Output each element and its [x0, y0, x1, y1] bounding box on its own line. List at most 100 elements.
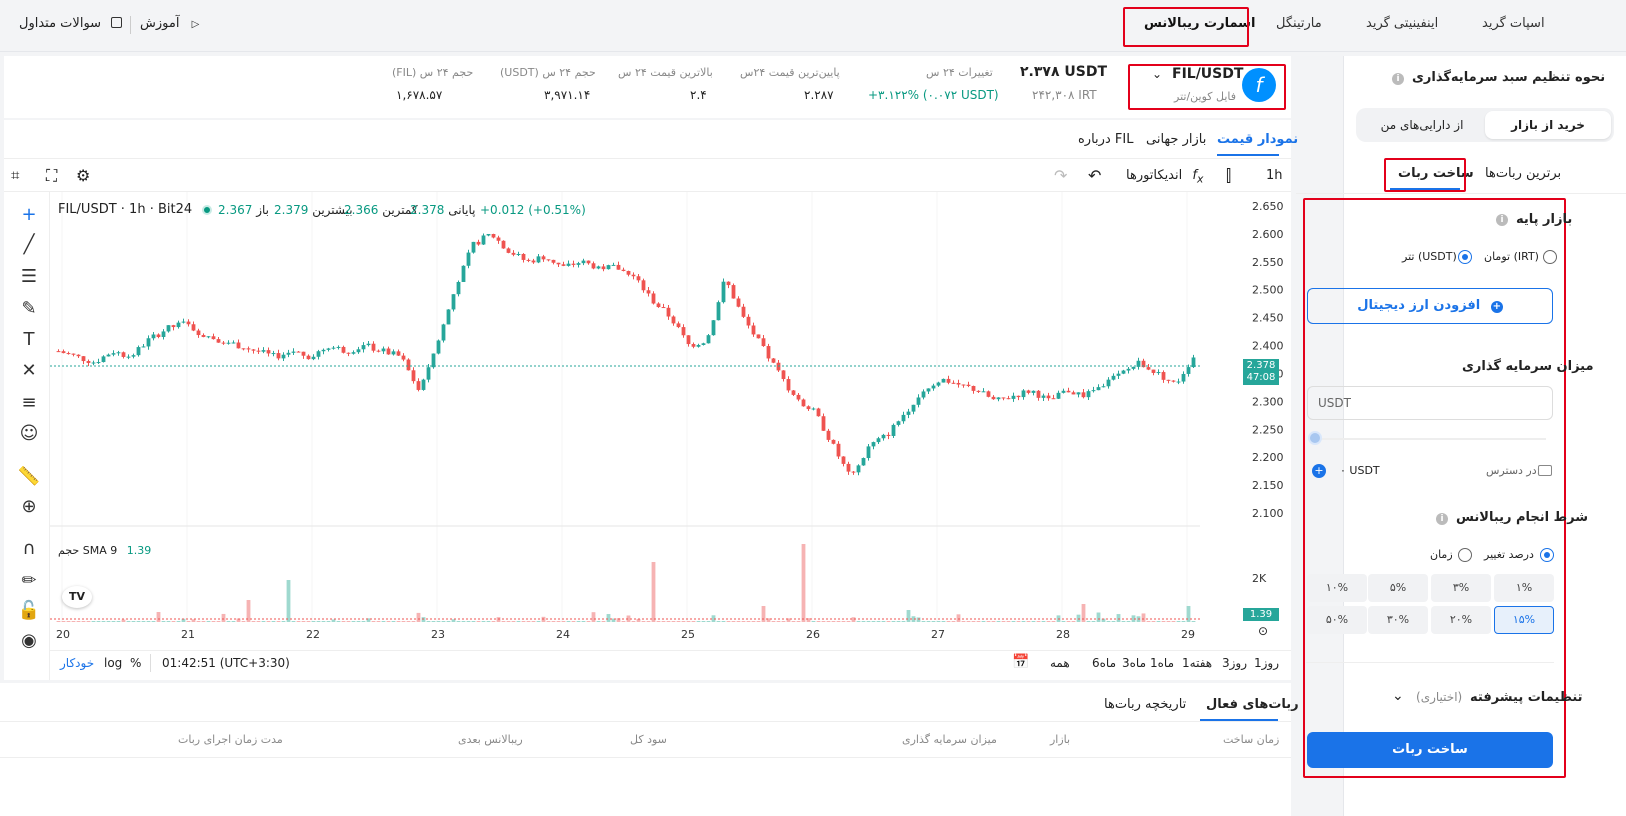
pattern-icon[interactable]: ✕ — [21, 360, 37, 381]
axis-settings-icon[interactable]: ⊙ — [1258, 624, 1269, 638]
volume-sma-label: SMA 9 — [82, 544, 118, 557]
price-chart-canvas[interactable]: 2.6502.6002.5502.5002.4502.4002.3502.300… — [50, 192, 1291, 680]
candle — [541, 256, 546, 260]
percent-option-2[interactable]: ۵% — [1368, 574, 1428, 602]
faq-link[interactable]: سوالات متداول — [19, 16, 123, 31]
tab-price-chart[interactable]: نمودار قیمت — [1217, 132, 1299, 147]
percent-toggle[interactable]: % — [130, 656, 142, 670]
pair-name[interactable]: FIL/USDT — [1172, 66, 1244, 82]
volume-bar — [391, 621, 396, 622]
eye-icon[interactable]: ◉ — [21, 630, 37, 651]
tab-about-fil[interactable]: درباره FIL — [1078, 132, 1134, 147]
brush-icon[interactable]: ✎ — [21, 298, 37, 319]
magnet-icon[interactable]: ∩ — [22, 538, 36, 559]
volume-bar — [981, 621, 986, 622]
tab-active-bots[interactable]: ربات‌های فعال — [1206, 697, 1299, 712]
lock-drawing-icon[interactable]: ✏ — [21, 570, 37, 591]
invest-slider-handle[interactable] — [1308, 431, 1322, 445]
stat-label-vol-usdt: حجم ۲۴ س (USDT) — [500, 66, 596, 79]
seg-buy-market[interactable]: خرید از بازار — [1485, 111, 1611, 139]
volume-bar — [1166, 621, 1171, 622]
range-5[interactable]: 6ماه — [1092, 656, 1117, 670]
range-0[interactable]: 1روز — [1254, 656, 1280, 670]
tab-martingale[interactable]: مارتینگل — [1276, 16, 1322, 31]
percent-option-6[interactable]: ۳۰% — [1368, 606, 1428, 634]
deposit-plus-icon[interactable]: + — [1312, 464, 1326, 478]
candle — [456, 281, 461, 295]
undo-icon[interactable]: ↶ — [1088, 166, 1102, 185]
radio-usdt[interactable] — [1458, 250, 1472, 264]
seg-from-assets[interactable]: از دارایی‌های من — [1380, 118, 1464, 132]
volume-bar — [691, 621, 696, 622]
base-market-info-icon[interactable]: i — [1496, 214, 1508, 226]
tab-bots-history[interactable]: تاریخچه ربات‌ها — [1104, 697, 1187, 712]
tab-smart-rebalance[interactable]: اسمارت ریبالانس — [1144, 16, 1256, 31]
volume-bar — [1091, 621, 1096, 622]
add-crypto-button[interactable]: افزودن ارز دیجیتال + — [1307, 288, 1553, 324]
date-range-icon[interactable]: 📅 — [1012, 654, 1030, 670]
volume-bar — [1026, 621, 1031, 622]
chevron-down-icon[interactable]: ⌄ — [1152, 67, 1163, 81]
candle — [1056, 392, 1061, 399]
text-tool-icon[interactable]: T — [23, 329, 35, 350]
candle — [336, 346, 341, 348]
tab-create-bot[interactable]: ساخت ربات — [1398, 166, 1474, 181]
ohlc-low: کمترین 2.366 — [344, 203, 418, 217]
tutorial-link[interactable]: آموزش ▷ — [140, 16, 199, 31]
volume-bar — [1041, 621, 1046, 622]
chart-symbol: FIL/USDT · 1h · Bit24 — [58, 202, 193, 217]
radio-time[interactable] — [1458, 548, 1472, 562]
percent-option-7[interactable]: ۵۰% — [1307, 606, 1367, 634]
radio-percent[interactable] — [1540, 548, 1554, 562]
interval-button[interactable]: 1h — [1266, 168, 1283, 183]
range-2[interactable]: 1هفته — [1182, 656, 1213, 670]
settings-gear-icon[interactable]: ⚙ — [76, 166, 91, 185]
percent-option-0[interactable]: ۱% — [1494, 574, 1554, 602]
tradingview-logo-icon[interactable]: TV — [62, 586, 92, 608]
candle — [1151, 369, 1156, 373]
tab-infinity-grid[interactable]: اینفینیتی گرید — [1366, 16, 1439, 31]
fullscreen-icon[interactable]: ⛶ — [46, 166, 58, 185]
invest-slider-track[interactable] — [1314, 438, 1546, 440]
forecast-icon[interactable]: ≡ — [21, 392, 37, 413]
candles-icon[interactable]: ⫿ — [1226, 166, 1232, 185]
auto-toggle[interactable]: خودکار — [60, 656, 95, 670]
candle — [1106, 379, 1111, 387]
range-6[interactable]: همه — [1050, 656, 1070, 670]
rebalance-info-icon[interactable]: i — [1436, 513, 1448, 525]
fib-lines-icon[interactable]: ☰ — [20, 266, 38, 287]
crosshair-icon[interactable]: + — [21, 204, 37, 225]
chevron-down-icon[interactable]: ⌄ — [1392, 688, 1404, 704]
invest-input[interactable]: USDT — [1307, 386, 1553, 420]
percent-option-1[interactable]: ۳% — [1431, 574, 1491, 602]
emoji-icon[interactable]: ☺ — [19, 423, 39, 444]
redo-icon[interactable]: ↷ — [1054, 166, 1068, 185]
percent-option-5[interactable]: ۲۰% — [1431, 606, 1491, 634]
log-toggle[interactable]: log — [104, 656, 123, 670]
lock-icon[interactable]: 🔓 — [17, 600, 41, 621]
volume-bar — [1001, 621, 1006, 622]
volume-bar — [321, 621, 326, 622]
create-bot-button[interactable]: ساخت ربات — [1307, 732, 1553, 768]
x-axis-label: 25 — [681, 628, 695, 641]
percent-option-3[interactable]: ۱۰% — [1307, 574, 1367, 602]
tab-top-bots[interactable]: برترین ربات‌ها — [1485, 166, 1562, 181]
info-icon[interactable]: i — [1392, 73, 1404, 85]
candle — [301, 351, 306, 356]
range-3[interactable]: 1ماه — [1150, 656, 1175, 670]
ruler-icon[interactable]: 📏 — [17, 466, 41, 487]
candle — [306, 355, 311, 360]
range-1[interactable]: 3روز — [1222, 656, 1248, 670]
trendline-icon[interactable]: ╱ — [23, 234, 35, 255]
percent-option-4[interactable]: ۱۵% — [1494, 606, 1554, 634]
advanced-label[interactable]: تنظیمات پیشرفته — [1470, 690, 1583, 705]
tab-spot-grid[interactable]: اسپات گرید — [1482, 16, 1545, 31]
indicators-button[interactable]: اندیکاتورها fx — [1126, 168, 1203, 186]
range-4[interactable]: 3ماه — [1122, 656, 1147, 670]
candle — [406, 359, 411, 371]
camera-icon[interactable]: ⌗ — [11, 166, 20, 184]
tab-global-market[interactable]: بازار جهانی — [1146, 132, 1207, 147]
zoom-icon[interactable]: ⊕ — [21, 496, 37, 517]
radio-irt[interactable] — [1543, 250, 1557, 264]
volume-value: 1.39 — [126, 544, 152, 557]
